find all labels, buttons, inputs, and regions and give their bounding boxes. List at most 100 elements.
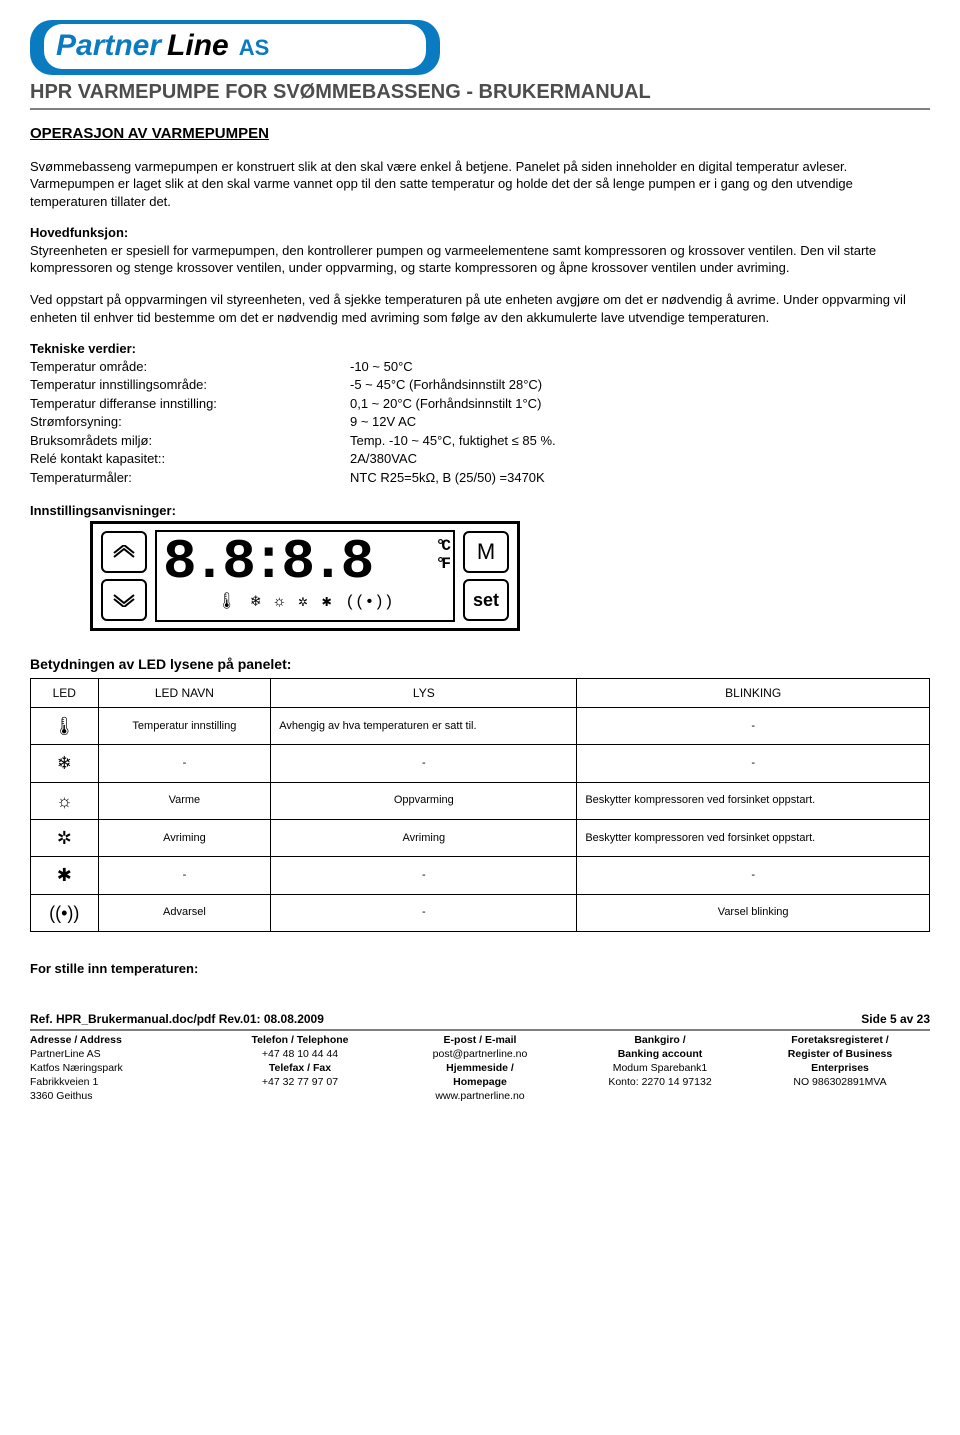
- tech-row: Temperatur område:-10 ~ 50°C: [30, 358, 556, 377]
- logo-part1: Partner: [56, 26, 161, 67]
- footer-ref: Ref. HPR_Brukermanual.doc/pdf Rev.01: 08…: [30, 1011, 324, 1027]
- led-name: Varme: [98, 782, 271, 819]
- footer-line: +47 48 10 44 44: [210, 1047, 390, 1061]
- control-panel: 8.8:8.8 °C °F 🌡 ❄ ☼ ✲ ✱ ((•)) M set: [90, 521, 520, 631]
- led-name: Avriming: [98, 820, 271, 857]
- footer-line: Homepage: [390, 1075, 570, 1089]
- footer-col: Telefon / Telephone+47 48 10 44 44Telefa…: [210, 1033, 390, 1104]
- led-header: LYS: [271, 678, 577, 707]
- footer-col: Adresse / AddressPartnerLine ASKatfos Næ…: [30, 1033, 210, 1104]
- footer-line: Katfos Næringspark: [30, 1061, 210, 1075]
- footer-line: +47 32 77 97 07: [210, 1075, 390, 1089]
- unit-f: °F: [436, 556, 447, 572]
- doc-title: HPR VARMEPUMPE FOR SVØMMEBASSENG - BRUKE…: [30, 79, 930, 106]
- led-blink: -: [577, 708, 930, 745]
- panel-icon: ✱: [322, 592, 332, 614]
- tech-label: Temperatur innstillingsområde:: [30, 376, 350, 395]
- panel-icon: ✲: [298, 592, 308, 614]
- footer-page: Side 5 av 23: [861, 1011, 930, 1027]
- led-lys: Oppvarming: [271, 782, 577, 819]
- footer-line: Telefax / Fax: [210, 1061, 390, 1075]
- hovedfunksjon-paragraph: Hovedfunksjon: Styreenheten er spesiell …: [30, 224, 930, 277]
- mode-button[interactable]: M: [463, 531, 509, 573]
- led-icon: ✲: [31, 820, 99, 857]
- intro-paragraph: Svømmebasseng varmepumpen er konstruert …: [30, 158, 930, 211]
- panel-icon: ((•)): [345, 592, 393, 614]
- tech-row: Temperatur differanse innstilling:0,1 ~ …: [30, 395, 556, 414]
- led-table: LEDLED NAVNLYSBLINKING 🌡Temperatur innst…: [30, 678, 930, 932]
- footer-col: E-post / E-mailpost@partnerline.noHjemme…: [390, 1033, 570, 1104]
- led-blink: -: [577, 745, 930, 782]
- footer-line: Foretaksregisteret /: [750, 1033, 930, 1047]
- footer-line: Enterprises: [750, 1061, 930, 1075]
- footer-col: Foretaksregisteret /Register of Business…: [750, 1033, 930, 1104]
- set-button[interactable]: set: [463, 579, 509, 621]
- down-button[interactable]: [101, 579, 147, 621]
- tech-value: 2A/380VAC: [350, 450, 556, 469]
- footer: Ref. HPR_Brukermanual.doc/pdf Rev.01: 08…: [30, 1011, 930, 1103]
- panel-icon: ❄: [251, 592, 261, 614]
- display-digits: 8.8:8.8: [163, 534, 370, 590]
- tech-value: 0,1 ~ 20°C (Forhåndsinnstilt 1°C): [350, 395, 556, 414]
- led-blink: Varsel blinking: [577, 894, 930, 931]
- led-header: LED NAVN: [98, 678, 271, 707]
- title-rule: [30, 108, 930, 110]
- tech-value: -10 ~ 50°C: [350, 358, 556, 377]
- led-name: -: [98, 857, 271, 894]
- tech-row: Relé kontakt kapasitet::2A/380VAC: [30, 450, 556, 469]
- tech-row: Temperatur innstillingsområde:-5 ~ 45°C …: [30, 376, 556, 395]
- settings-heading: Innstillingsanvisninger:: [30, 502, 930, 520]
- led-icon: ((•)): [31, 894, 99, 931]
- tech-label: Temperatur område:: [30, 358, 350, 377]
- logo-suffix: AS: [239, 33, 270, 63]
- led-name: -: [98, 745, 271, 782]
- led-lys: -: [271, 894, 577, 931]
- footer-line: PartnerLine AS: [30, 1047, 210, 1061]
- tech-label: Temperaturmåler:: [30, 469, 350, 488]
- tech-value: -5 ~ 45°C (Forhåndsinnstilt 28°C): [350, 376, 556, 395]
- footer-line: 3360 Geithus: [30, 1089, 210, 1103]
- tech-value: 9 ~ 12V AC: [350, 413, 556, 432]
- footer-line: Hjemmeside /: [390, 1061, 570, 1075]
- footer-line: post@partnerline.no: [390, 1047, 570, 1061]
- panel-icon: ☼: [275, 592, 285, 614]
- led-lys: -: [271, 745, 577, 782]
- tech-value: NTC R25=5kΩ, B (25/50) =3470K: [350, 469, 556, 488]
- led-icon: 🌡: [31, 708, 99, 745]
- led-blink: -: [577, 857, 930, 894]
- footer-line: Bankgiro /: [570, 1033, 750, 1047]
- tech-label: Strømforsyning:: [30, 413, 350, 432]
- logo: Partner Line AS: [30, 20, 930, 75]
- section-heading: OPERASJON AV VARMEPUMPEN: [30, 124, 930, 144]
- tech-row: Temperaturmåler:NTC R25=5kΩ, B (25/50) =…: [30, 469, 556, 488]
- tech-label: Temperatur differanse innstilling:: [30, 395, 350, 414]
- led-lys: Avhengig av hva temperaturen er satt til…: [271, 708, 577, 745]
- led-row: ((•))Advarsel-Varsel blinking: [31, 894, 930, 931]
- led-lys: -: [271, 857, 577, 894]
- footer-line: E-post / E-mail: [390, 1033, 570, 1047]
- footer-line: Banking account: [570, 1047, 750, 1061]
- tech-row: Bruksområdets miljø:Temp. -10 ~ 45°C, fu…: [30, 432, 556, 451]
- footer-line: Adresse / Address: [30, 1033, 210, 1047]
- footer-line: Fabrikkveien 1: [30, 1075, 210, 1089]
- tech-label: Bruksområdets miljø:: [30, 432, 350, 451]
- led-row: ❄---: [31, 745, 930, 782]
- unit-c: °C: [436, 538, 447, 554]
- para3: Ved oppstart på oppvarmingen vil styreen…: [30, 291, 930, 326]
- led-icon: ✱: [31, 857, 99, 894]
- tech-label: Relé kontakt kapasitet::: [30, 450, 350, 469]
- panel-icon: 🌡: [217, 592, 237, 614]
- display-screen: 8.8:8.8 °C °F 🌡 ❄ ☼ ✲ ✱ ((•)): [155, 530, 455, 622]
- logo-part2: Line: [167, 26, 229, 67]
- set-temp-heading: For stille inn temperaturen:: [30, 960, 930, 978]
- panel-icon-row: 🌡 ❄ ☼ ✲ ✱ ((•)): [163, 592, 447, 614]
- footer-line: Register of Business: [750, 1047, 930, 1061]
- led-name: Advarsel: [98, 894, 271, 931]
- footer-line: Telefon / Telephone: [210, 1033, 390, 1047]
- led-icon: ❄: [31, 745, 99, 782]
- led-row: ☼VarmeOppvarmingBeskytter kompressoren v…: [31, 782, 930, 819]
- footer-line: Konto: 2270 14 97132: [570, 1075, 750, 1089]
- led-header: LED: [31, 678, 99, 707]
- up-button[interactable]: [101, 531, 147, 573]
- hoved-heading: Hovedfunksjon:: [30, 225, 128, 240]
